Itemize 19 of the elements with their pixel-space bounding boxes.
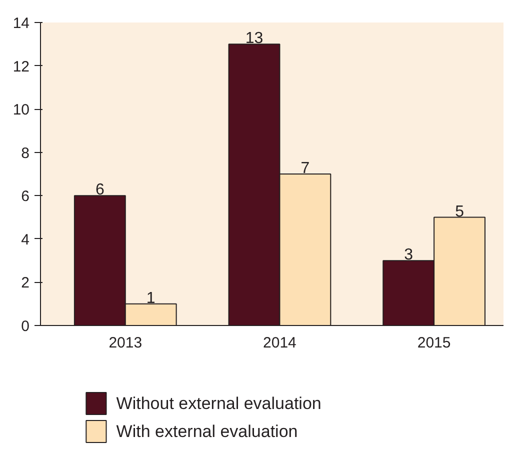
- x-tick-label: 2014: [263, 334, 296, 352]
- legend-label: With external evaluation: [116, 422, 298, 441]
- data-label: 6: [95, 182, 104, 199]
- data-label: 7: [300, 160, 310, 177]
- data-label: 13: [245, 30, 264, 48]
- legend-label: Without external evaluation: [116, 394, 322, 413]
- data-label: 5: [455, 203, 464, 220]
- y-tick-label: 14: [12, 15, 30, 32]
- y-tick-label: 10: [12, 102, 30, 119]
- y-tick-label: 8: [21, 144, 30, 162]
- y-tick-label: 2: [21, 274, 30, 292]
- data-label: 1: [146, 290, 156, 307]
- x-tick-label: 2015: [417, 334, 451, 352]
- y-tick-label: 0: [21, 318, 30, 335]
- data-label: 3: [404, 246, 414, 264]
- x-tick-label: 2013: [108, 334, 142, 352]
- y-tick-label: 6: [21, 188, 30, 206]
- y-tick-label: 12: [12, 58, 30, 76]
- y-tick-label: 4: [21, 231, 30, 248]
